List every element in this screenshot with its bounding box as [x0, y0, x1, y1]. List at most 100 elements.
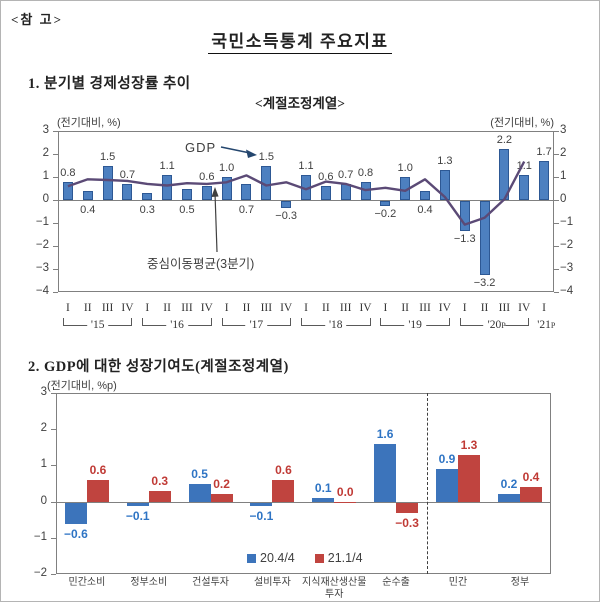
page-title: 국민소득통계 주요지표	[1, 27, 599, 54]
bar-value-label: −0.2	[374, 207, 397, 220]
bar-21.1/4	[148, 490, 171, 502]
x-quarter-label: III	[260, 302, 273, 314]
bar-value-label: 2.2	[496, 134, 513, 147]
axis-unit-right: (전기대비, %)	[490, 117, 554, 129]
bar-20.4/4	[250, 502, 273, 507]
y-tick-label-left: 2	[42, 147, 49, 159]
axis-unit-left: (전기대비, %)	[57, 117, 121, 129]
y-tick-mark-right	[554, 177, 559, 178]
bar-value-label: 0.6	[199, 171, 215, 184]
bar-value-label: −0.1	[125, 509, 150, 524]
bar-value-label: −1.3	[453, 232, 476, 245]
x-quarter-label: III	[181, 302, 193, 314]
bar-value-label: 0.7	[119, 168, 136, 181]
y-tick-label-left: −4	[35, 285, 49, 297]
y-tick-label-left: −3	[35, 262, 49, 274]
x-quarter-label: II	[401, 302, 410, 314]
bar-value-label: 0.5	[179, 204, 195, 216]
bar-gdp-quarter	[479, 201, 490, 275]
bar-value-label: −0.1	[249, 509, 274, 524]
year-label: '15	[86, 319, 109, 332]
bar-21.1/4	[458, 454, 480, 502]
bar-gdp-quarter	[82, 190, 93, 200]
bar-value-label: 1.0	[218, 162, 235, 174]
bar-value-label: 1.7	[536, 145, 552, 158]
bar-20.4/4	[312, 497, 335, 502]
year-label-sup: P	[501, 321, 506, 330]
legend-item-20.4/4: 20.4/4	[247, 551, 295, 565]
y-tick-mark	[51, 429, 56, 431]
bar-value-label: 1.0	[397, 162, 413, 174]
y-tick-mark-left	[53, 223, 58, 224]
year-label: '20 P	[483, 319, 506, 332]
bar-value-label: 0.5	[191, 466, 208, 481]
x-quarter-label: II	[163, 302, 171, 314]
bar-20.4/4	[436, 469, 458, 502]
x-quarter-label: I	[542, 302, 546, 314]
legend-swatch	[247, 553, 256, 563]
x-quarter-label: IV	[121, 302, 134, 314]
y-tick-label: −1	[33, 530, 47, 543]
bar-value-label: 0.7	[338, 168, 354, 181]
x-category-label: 순수출	[382, 577, 410, 588]
y-tick-mark-right	[554, 200, 559, 201]
bar-gdp-quarter	[539, 160, 550, 200]
bar-value-label: 1.5	[258, 150, 274, 163]
bar-value-label: −3.2	[473, 276, 496, 289]
bar-gdp-quarter	[241, 183, 252, 200]
x-quarter-label: IV	[359, 302, 372, 314]
moving-average-line	[67, 161, 526, 226]
y-tick-label-left: −1	[35, 216, 49, 228]
bar-gdp-quarter	[320, 186, 331, 200]
x-quarter-label: II	[321, 302, 330, 314]
x-category-label: 건설투자	[192, 577, 229, 588]
x-quarter-label: IV	[200, 302, 213, 314]
bar-value-label: 0.1	[314, 480, 332, 495]
section1-subtitle: <계절조정계열>	[255, 96, 345, 111]
x-category-label: 정부소비	[130, 577, 168, 588]
x-quarter-label: IV	[280, 302, 293, 314]
plot-area	[58, 131, 554, 292]
zero-axis	[56, 501, 551, 503]
bar-20.4/4	[126, 502, 149, 507]
bar-value-label: 0.0	[336, 484, 354, 499]
bar-21.1/4	[334, 501, 357, 503]
bar-20.4/4	[498, 494, 520, 502]
legend-item-21.1/4: 21.1/4	[314, 551, 363, 565]
year-label: '18	[324, 319, 347, 332]
y-tick-mark-right	[554, 131, 559, 132]
y-tick-label-left: −2	[35, 239, 49, 251]
bar-gdp-quarter	[122, 183, 133, 200]
y-tick-mark-left	[53, 292, 58, 293]
bar-value-label: 1.1	[298, 159, 314, 172]
gdp-arrow	[220, 146, 251, 154]
bar-value-label: 0.6	[275, 462, 292, 477]
y-tick-mark-right	[554, 223, 559, 224]
zero-axis	[58, 200, 554, 201]
y-tick-label-right: 1	[560, 170, 567, 182]
x-category-label: 정부	[510, 577, 530, 588]
axis-unit: (전기대비, %p)	[47, 380, 117, 392]
y-tick-mark	[51, 574, 56, 575]
bar-gdp-quarter	[281, 201, 292, 208]
bar-value-label: 1.6	[376, 426, 394, 441]
bar-gdp-quarter	[62, 181, 73, 200]
plot-area	[56, 393, 551, 574]
y-tick-label-right: 3	[560, 124, 567, 136]
bar-gdp-quarter	[380, 201, 391, 206]
legend-swatch	[314, 553, 324, 563]
x-quarter-label: II	[480, 302, 489, 314]
year-label: '17	[245, 319, 268, 332]
section1-heading: 1. 분기별 경제성장률 추이	[28, 76, 191, 92]
bar-21.1/4	[272, 479, 295, 502]
x-quarter-label: I	[304, 302, 308, 314]
bar-value-label: 0.2	[500, 477, 518, 492]
y-tick-mark-left	[53, 200, 58, 201]
bar-21.1/4	[520, 487, 542, 502]
y-tick-mark-left	[53, 131, 58, 132]
bar-value-label: −0.3	[275, 209, 298, 222]
x-quarter-label: II	[83, 302, 92, 314]
sector-separator-line	[427, 393, 428, 574]
y-tick-label-right: 2	[560, 147, 567, 159]
